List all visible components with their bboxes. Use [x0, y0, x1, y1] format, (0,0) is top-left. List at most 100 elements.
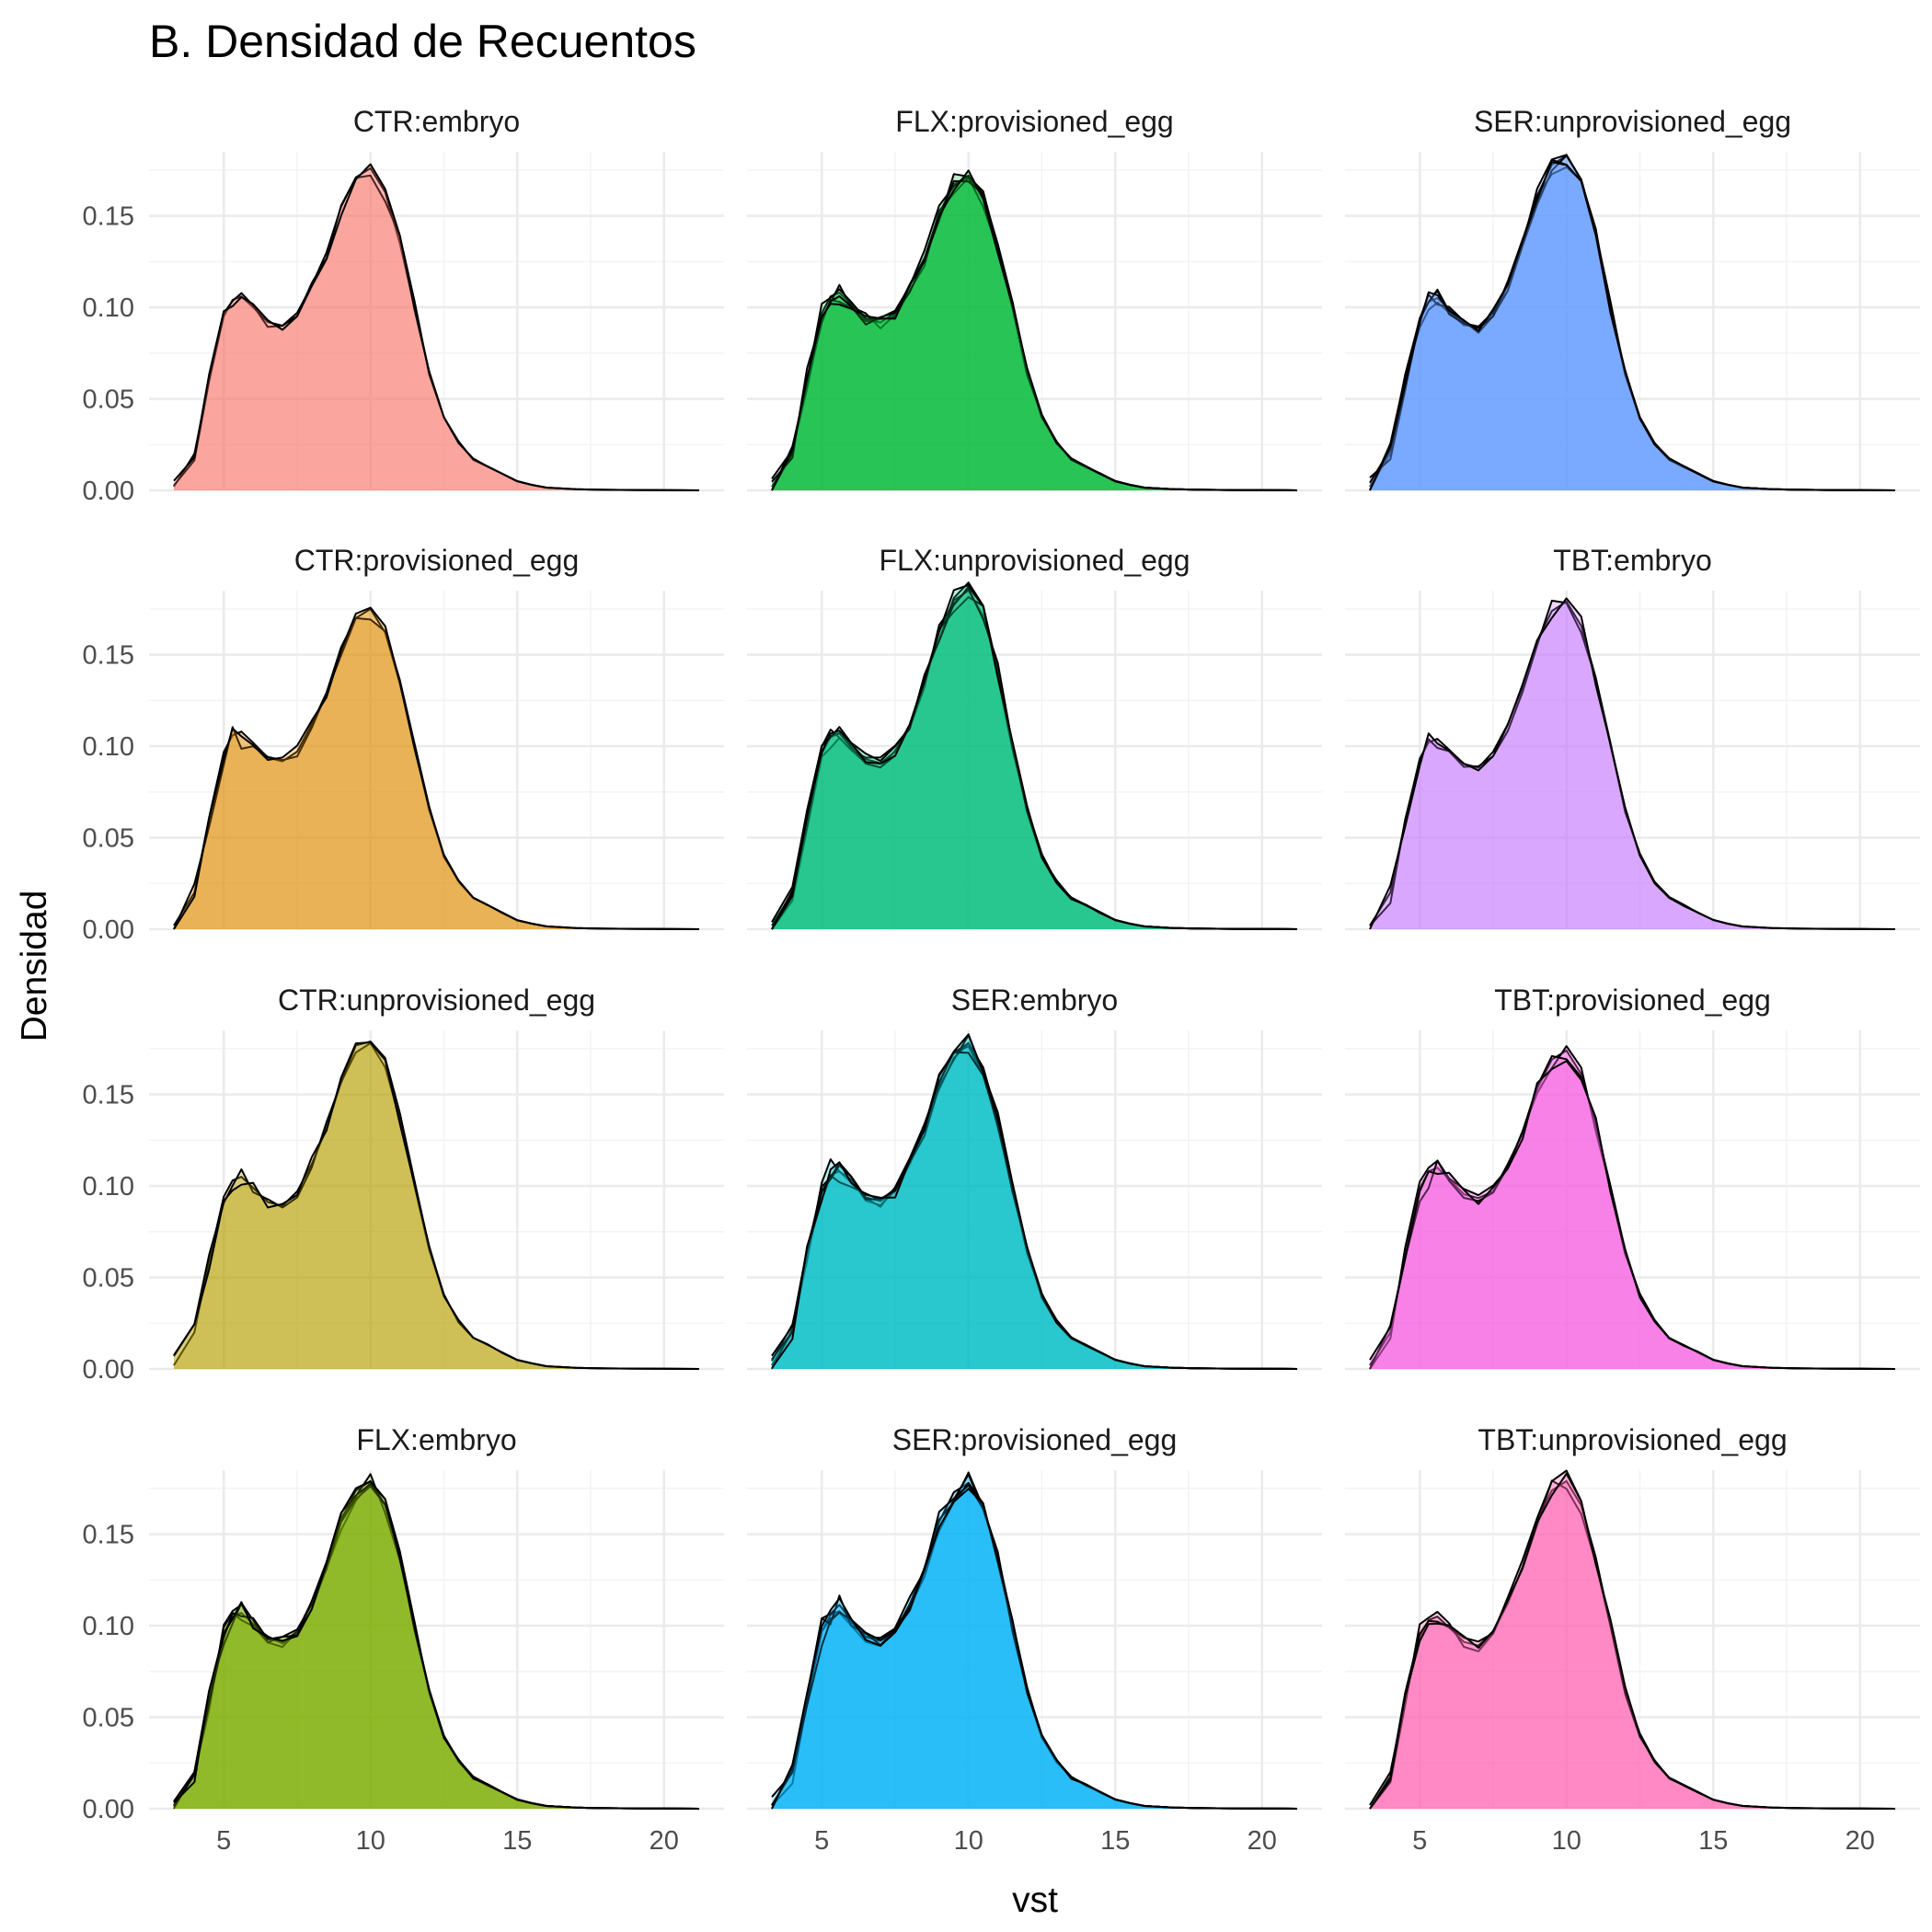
density-line [173, 1480, 700, 1810]
density-area [174, 1481, 699, 1809]
density-area [772, 586, 1297, 929]
y-tick-label: 0.05 [83, 385, 134, 415]
facet-panel: TBT:embryo [1345, 544, 1920, 931]
y-tick-label: 0.05 [83, 1704, 134, 1733]
y-tick-label: 0.10 [83, 293, 134, 323]
density-area [1370, 155, 1895, 490]
density-area [174, 1482, 699, 1809]
density-area [1370, 1050, 1895, 1369]
facet-panel: FLX:unprovisioned_egg [747, 544, 1322, 931]
density-area [174, 1042, 699, 1369]
y-tick-label: 0.15 [83, 1521, 134, 1550]
density-area [1370, 600, 1895, 929]
facet-strip-label: FLX:embryo [356, 1423, 516, 1456]
density-area [772, 1042, 1297, 1369]
facet-panel: FLX:provisioned_egg [747, 105, 1322, 492]
density-line [771, 169, 1298, 491]
x-tick-label: 5 [814, 1826, 829, 1856]
facet-strip-label: SER:provisioned_egg [892, 1423, 1178, 1456]
y-tick-label: 0.05 [83, 1264, 134, 1294]
facet-panel: CTR:provisioned_egg 0.00 0.05 0.10 0.15 [83, 544, 724, 945]
density-line [771, 584, 1298, 930]
x-tick-label: 15 [1100, 1826, 1130, 1856]
density-area [772, 170, 1297, 491]
density-area [174, 617, 699, 929]
density-area [772, 588, 1297, 929]
facet-strip-label: FLX:unprovisioned_egg [879, 544, 1190, 577]
density-area [1370, 155, 1895, 490]
density-area [174, 175, 699, 491]
facet-panel: SER:provisioned_egg 5 10 15 20 [747, 1423, 1322, 1856]
x-tick-label: 15 [502, 1826, 532, 1856]
facet-strip-label: SER:unprovisioned_egg [1474, 105, 1791, 138]
density-area [772, 585, 1297, 929]
density-area [772, 597, 1297, 929]
density-line [1369, 597, 1896, 930]
density-area [772, 175, 1297, 490]
x-tick-label: 20 [1248, 1826, 1277, 1856]
facet-strip-label: TBT:unprovisioned_egg [1478, 1423, 1787, 1456]
density-area [1370, 155, 1895, 491]
facet-strip-label: FLX:provisioned_egg [895, 105, 1173, 138]
y-tick-label: 0.00 [83, 915, 134, 945]
density-area [1370, 1055, 1895, 1369]
density-area [174, 1474, 699, 1809]
facet-panel: SER:unprovisioned_egg [1345, 105, 1920, 492]
y-tick-label: 0.15 [83, 641, 134, 671]
y-tick-label: 0.10 [83, 1172, 134, 1202]
density-area [772, 175, 1297, 490]
density-area [1370, 167, 1895, 490]
density-area [174, 1042, 699, 1369]
density-area [174, 1041, 699, 1369]
density-area [772, 582, 1297, 929]
y-tick-label: 0.00 [83, 1355, 134, 1385]
density-area [772, 1472, 1297, 1809]
density-area [174, 607, 699, 929]
density-area [772, 591, 1297, 929]
facet-strip-label: CTR:unprovisioned_egg [278, 983, 595, 1017]
x-tick-label: 20 [650, 1826, 679, 1856]
y-tick-label: 0.15 [83, 202, 134, 232]
density-area [772, 1474, 1297, 1809]
density-area [772, 174, 1297, 490]
density-line [173, 606, 700, 930]
x-tick-label: 15 [1698, 1826, 1728, 1856]
density-line [1369, 161, 1896, 491]
density-area [174, 608, 699, 929]
facet-panel: SER:embryo [747, 983, 1322, 1371]
density-area [772, 1046, 1297, 1369]
density-area [174, 1484, 699, 1809]
y-tick-label: 0.10 [83, 1612, 134, 1641]
density-area [772, 180, 1297, 490]
density-area [1370, 601, 1895, 929]
y-tick-label: 0.05 [83, 824, 134, 854]
density-area [1370, 1470, 1895, 1809]
density-area [174, 1486, 699, 1809]
density-line [173, 163, 700, 491]
x-tick-label: 5 [1412, 1826, 1427, 1856]
density-area [772, 1052, 1297, 1369]
density-area [772, 1035, 1297, 1369]
density-area [772, 1483, 1297, 1809]
x-tick-label: 5 [216, 1826, 231, 1856]
density-area [174, 167, 699, 490]
density-area [1370, 159, 1895, 490]
facet-panel: CTR:unprovisioned_egg 0.00 0.05 0.10 0.15 [83, 983, 724, 1385]
density-area [1370, 1480, 1895, 1809]
density-area [772, 1485, 1297, 1809]
density-line [1369, 1060, 1896, 1370]
density-area [1370, 598, 1895, 929]
y-tick-label: 0.15 [83, 1081, 134, 1110]
facet-strip-label: SER:embryo [951, 983, 1118, 1017]
density-area [1370, 1473, 1895, 1809]
chart-title: B. Densidad de Recuentos [149, 16, 696, 67]
x-tick-label: 10 [954, 1826, 983, 1856]
y-tick-label: 0.00 [83, 1795, 134, 1824]
y-axis-title: Densidad [15, 891, 54, 1042]
density-area [772, 1482, 1297, 1809]
density-line [771, 1033, 1298, 1370]
facet-panel: CTR:embryo 0.00 0.05 0.10 0.15 [83, 105, 724, 506]
density-line [771, 1488, 1298, 1810]
density-area [1370, 162, 1895, 490]
